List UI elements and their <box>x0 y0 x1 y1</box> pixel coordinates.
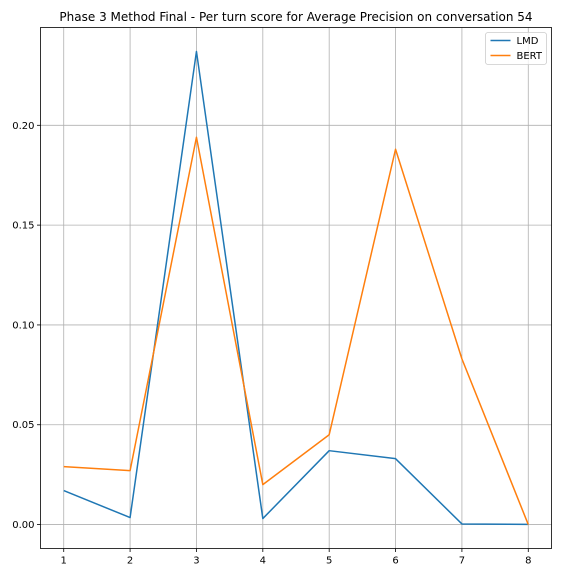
x-tick-label: 7 <box>459 556 465 567</box>
lmd-series-line <box>63 50 529 526</box>
y-tick-label: 0.10 <box>12 320 34 331</box>
series-lines <box>63 50 529 526</box>
x-tick-label: 2 <box>127 556 133 567</box>
grid <box>40 27 552 549</box>
bert-data-point <box>262 483 264 485</box>
lmd-data-point <box>63 489 65 491</box>
y-tick-label: 0.00 <box>12 520 34 531</box>
x-tick-label: 1 <box>61 556 67 567</box>
x-tick-label: 8 <box>525 556 531 567</box>
y-tick-label: 0.15 <box>12 221 34 232</box>
y-tick-label: 0.20 <box>12 121 34 132</box>
x-tick-label: 4 <box>260 556 266 567</box>
lmd-data-point <box>394 457 396 459</box>
bert-series-line <box>63 136 529 525</box>
lmd-data-point <box>328 449 330 451</box>
lmd-data-point <box>461 523 463 525</box>
bert-data-point <box>527 523 529 525</box>
bert-data-point <box>129 469 131 471</box>
y-tick-label: 0.05 <box>12 420 34 431</box>
bert-data-point <box>394 148 396 150</box>
x-tick-label: 3 <box>193 556 199 567</box>
chart-title: Phase 3 Method Final - Per turn score fo… <box>59 10 532 24</box>
bert-data-point <box>195 136 197 138</box>
lmd-data-point <box>129 516 131 518</box>
legend-label-bert: BERT <box>517 51 543 62</box>
x-tick-label: 5 <box>326 556 332 567</box>
x-tick-label: 6 <box>392 556 398 567</box>
legend: LMD BERT <box>485 32 547 65</box>
plot-area-frame <box>40 27 552 549</box>
bert-data-point <box>461 358 463 360</box>
lmd-data-point <box>262 517 264 519</box>
axis-ticks: 1 2 3 4 5 6 7 8 0.00 0.05 0.10 0.15 0.20 <box>12 121 531 567</box>
lmd-data-point <box>195 50 197 52</box>
bert-data-point <box>328 434 330 436</box>
bert-data-point <box>63 465 65 467</box>
legend-label-lmd: LMD <box>517 36 539 47</box>
